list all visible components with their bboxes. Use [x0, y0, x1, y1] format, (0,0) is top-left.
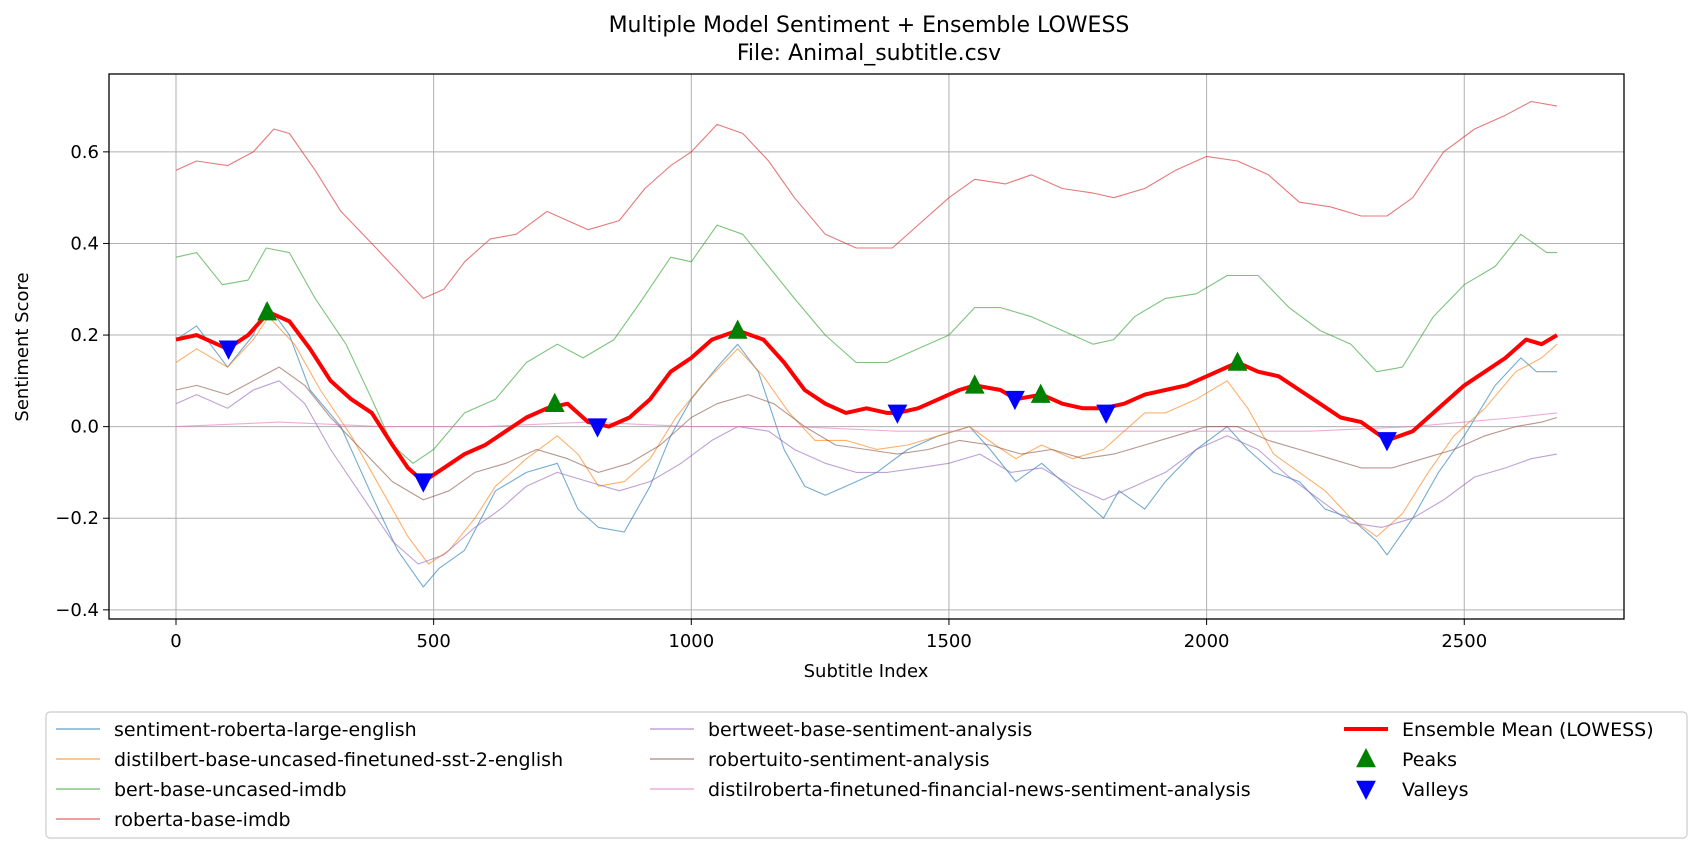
chart-title: Multiple Model Sentiment + Ensemble LOWE…	[609, 13, 1130, 38]
peak-marker	[257, 301, 278, 321]
y-tick-label: 0.6	[70, 142, 99, 163]
series-line-7	[175, 310, 1559, 484]
y-tick-label: 0.4	[70, 233, 99, 254]
x-tick-label: 500	[416, 631, 450, 652]
legend-label: distilroberta-finetuned-financial-news-s…	[708, 779, 1251, 801]
chart-subtitle: File: Animal_subtitle.csv	[737, 41, 1001, 66]
legend-swatch	[1356, 748, 1376, 768]
series-line-0	[175, 302, 1557, 588]
y-tick-label: 0.0	[70, 417, 99, 438]
legend-label: Ensemble Mean (LOWESS)	[1402, 719, 1654, 741]
markers-layer	[218, 301, 1397, 493]
legend-label: bertweet-base-sentiment-analysis	[708, 719, 1032, 741]
series-line-5	[175, 366, 1558, 501]
series-line-6	[175, 412, 1558, 432]
valley-marker	[218, 340, 239, 360]
legend-label: Valleys	[1402, 779, 1469, 801]
peak-marker	[1030, 383, 1051, 403]
peak-marker	[964, 374, 985, 394]
x-tick-label: 2500	[1441, 631, 1487, 652]
plot-frame	[108, 73, 1625, 620]
x-tick-label: 1000	[668, 631, 714, 652]
legend-label: Peaks	[1402, 749, 1457, 771]
y-axis: −0.4 −0.2 0.0 0.2 0.4 0.6	[55, 142, 109, 621]
peak-marker	[727, 319, 748, 339]
series-line-2	[175, 224, 1557, 464]
legend-label: distilbert-base-uncased-finetuned-sst-2-…	[114, 749, 563, 771]
x-tick-label: 1500	[926, 631, 972, 652]
valley-marker	[1377, 432, 1397, 452]
y-tick-label: −0.4	[55, 600, 99, 621]
legend: sentiment-roberta-large-english distilber…	[45, 711, 1688, 839]
legend-label: robertuito-sentiment-analysis	[708, 749, 989, 771]
valley-marker	[587, 418, 608, 438]
peak-marker	[1227, 351, 1248, 371]
series-line-3	[175, 100, 1558, 299]
x-axis-label: Subtitle Index	[804, 661, 929, 682]
valley-marker	[1005, 390, 1025, 411]
legend-label: sentiment-roberta-large-english	[114, 719, 417, 741]
legend-frame	[45, 711, 1688, 839]
x-tick-label: 2000	[1184, 631, 1230, 652]
valley-marker	[1096, 404, 1117, 424]
peak-marker	[544, 392, 565, 412]
legend-label: roberta-base-imdb	[114, 809, 291, 831]
y-axis-label: Sentiment Score	[12, 272, 33, 421]
legend-label: bert-base-uncased-imdb	[114, 779, 347, 801]
x-tick-label: 0	[170, 631, 181, 652]
series-layer	[175, 100, 1559, 588]
valley-marker	[413, 473, 434, 493]
valley-marker	[887, 404, 908, 424]
y-tick-label: −0.2	[55, 508, 99, 529]
grid	[109, 74, 1624, 619]
x-axis: 0 500 1000 1500 2000 2500	[170, 619, 1487, 652]
y-tick-label: 0.2	[70, 325, 99, 346]
series-line-4	[175, 380, 1558, 565]
legend-swatch	[1356, 780, 1376, 800]
series-line-1	[175, 316, 1558, 565]
